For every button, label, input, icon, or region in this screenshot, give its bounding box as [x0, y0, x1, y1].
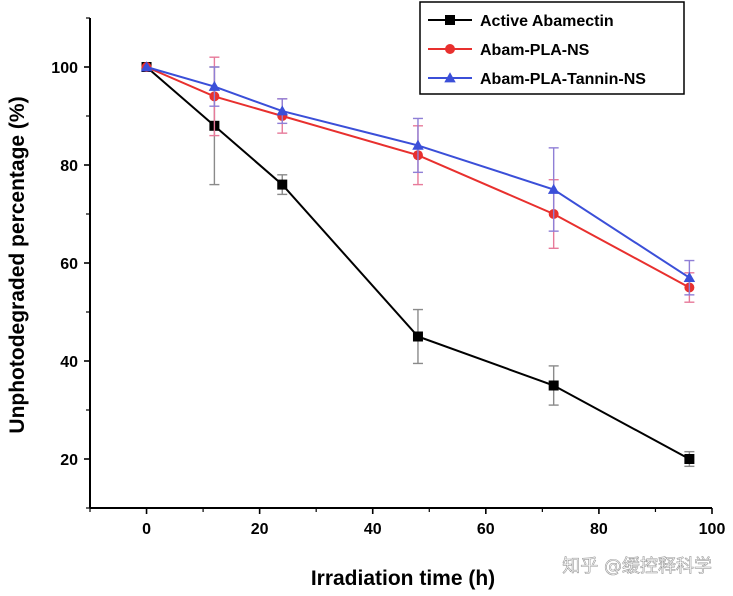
data-point	[683, 271, 696, 283]
legend: Active Abamectin Abam-PLA-NS Abam-PLA-Tann…	[419, 1, 685, 95]
data-point	[547, 183, 560, 194]
data-point	[684, 454, 695, 464]
y-axis-label: Unphotodegraded percentage (%)	[6, 96, 29, 433]
y-tick-label: 20	[60, 452, 78, 469]
series-line	[146, 66, 690, 289]
legend-item: Active Abamectin	[428, 13, 614, 30]
series-abam-pla-tannin-ns	[140, 61, 696, 296]
legend-label: Active Abamectin	[480, 13, 614, 30]
x-tick-label: 0	[142, 521, 151, 538]
plot-area	[140, 56, 696, 468]
data-point	[276, 105, 289, 116]
data-point	[412, 331, 423, 342]
x-axis-label: Irradiation time (h)	[311, 567, 495, 590]
legend-item: Abam-PLA-Tannin-NS	[428, 71, 646, 88]
y-axis-ticks: 20 40 60 80 100	[51, 17, 90, 509]
watermark-text: 知乎 @缓控释科学	[562, 556, 712, 577]
y-tick-label: 60	[60, 256, 78, 273]
x-tick-label: 80	[590, 521, 608, 538]
y-tick-label: 40	[60, 354, 78, 371]
data-point	[412, 139, 424, 150]
y-tick-label: 100	[51, 60, 78, 77]
data-point	[548, 380, 559, 391]
x-tick-label: 20	[251, 521, 269, 538]
legend-label: Abam-PLA-Tannin-NS	[480, 71, 646, 88]
series-line	[145, 66, 690, 460]
legend-label: Abam-PLA-NS	[480, 42, 590, 59]
legend-swatch-marker	[445, 15, 455, 25]
legend-swatch-marker	[445, 44, 455, 54]
legend-item: Abam-PLA-NS	[428, 42, 590, 59]
legend-swatch-marker	[444, 72, 456, 83]
y-tick-label: 80	[60, 158, 78, 175]
data-point	[208, 80, 221, 91]
x-tick-label: 40	[364, 521, 382, 538]
series-line	[146, 66, 690, 279]
x-tick-label: 100	[699, 521, 726, 538]
x-tick-label: 60	[477, 521, 495, 538]
data-point	[277, 179, 288, 190]
data-point	[140, 61, 153, 72]
x-axis-ticks: 0 20 40 60 80 100	[89, 508, 726, 538]
